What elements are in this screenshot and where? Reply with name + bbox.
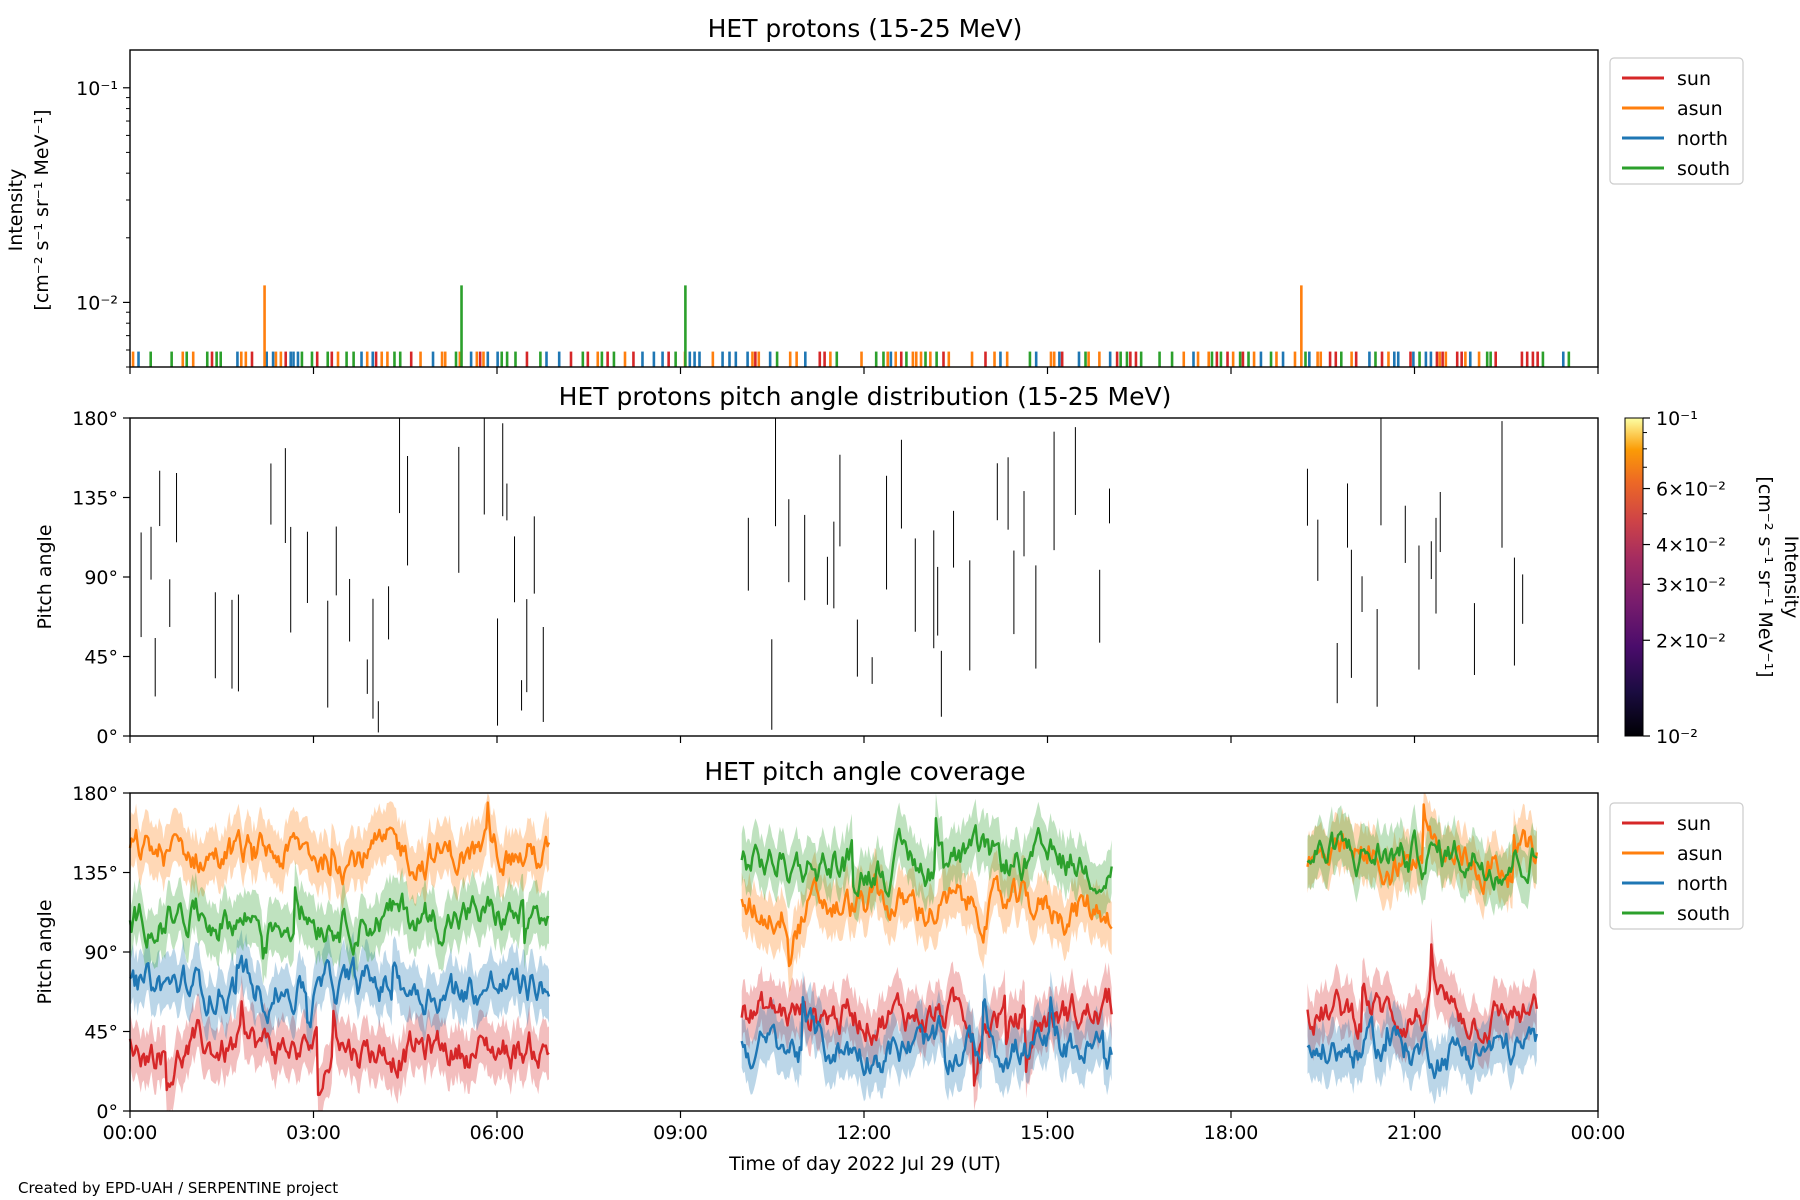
- coverage-line-south: [128, 886, 550, 960]
- distribution-y-tick-label: 0°: [96, 726, 118, 748]
- x-axis-label: Time of day 2022 Jul 29 (UT): [728, 1153, 1001, 1175]
- coverage-legend-box: [1609, 802, 1744, 930]
- distribution-y-tick-label: 45°: [84, 647, 118, 669]
- intensity-plot-frame: [129, 49, 1599, 368]
- coverage-band-north: [130, 929, 549, 1054]
- intensity-legend-label-sun: sun: [1677, 68, 1711, 90]
- intensity-data-layer: [131, 285, 1571, 367]
- distribution-y-tick-label: 180°: [72, 408, 118, 430]
- coverage-y-tick-label: 0°: [96, 1101, 118, 1123]
- intensity-legend-label-north: north: [1677, 128, 1728, 150]
- intensity-y-label: Intensity [cm⁻² s⁻¹ sr⁻¹ MeV⁻¹]: [5, 109, 53, 310]
- coverage-data-layer: [128, 793, 1538, 1111]
- x-tick-label: 06:00: [470, 1122, 525, 1144]
- coverage-line-north: [740, 996, 1113, 1077]
- coverage-y-tick-label: 45°: [84, 1022, 118, 1044]
- colorbar-label: Intensity [cm⁻² s⁻¹ sr⁻¹ MeV⁻¹]: [1754, 476, 1800, 677]
- coverage-line-asun: [128, 801, 551, 886]
- colorbar-tick-label: 10⁻²: [1656, 726, 1698, 748]
- coverage-line-north: [129, 954, 551, 1029]
- coverage-y-tick-label: 135°: [72, 863, 118, 885]
- coverage-line-asun: [740, 873, 1113, 968]
- distribution-panel-title: HET protons pitch angle distribution (15…: [559, 382, 1172, 411]
- coverage-legend: sun asun north south: [1609, 802, 1744, 930]
- coverage-y-label: Pitch angle: [34, 899, 56, 1004]
- coverage-line-south: [1306, 829, 1538, 891]
- coverage-band-south: [130, 860, 549, 985]
- intensity-y-label-line1: Intensity: [5, 169, 27, 252]
- coverage-legend-label-south: south: [1677, 903, 1730, 925]
- coverage-line-north: [1306, 1015, 1538, 1080]
- x-tick-label: 03:00: [286, 1122, 341, 1144]
- x-tick-label: 00:00: [1571, 1122, 1626, 1144]
- coverage-lines: [128, 801, 1538, 1097]
- intensity-y-ticks: 10⁻¹ 10⁻²: [76, 78, 130, 368]
- distribution-plot-frame: [129, 417, 1599, 737]
- x-axis-ticks: 00:00 03:00 06:00 09:00 12:00 15:00 18:00 21:00…: [103, 367, 1626, 1144]
- coverage-band-asun: [741, 847, 1112, 993]
- coverage-band-sun: [130, 974, 549, 1111]
- distribution-y-tick-label: 135°: [72, 488, 118, 510]
- x-tick-label: 00:00: [103, 1122, 158, 1144]
- intensity-legend-box: [1609, 57, 1744, 185]
- distribution-y-label: Pitch angle: [34, 524, 56, 629]
- colorbar: [1624, 417, 1644, 737]
- coverage-legend-label-sun: sun: [1677, 813, 1711, 835]
- colorbar-tick-label: 3×10⁻²: [1656, 574, 1726, 596]
- coverage-y-tick-label: 180°: [72, 783, 118, 805]
- distribution-y-tick-label: 90°: [84, 567, 118, 589]
- pitch-angle-coverage-panel: HET pitch angle coverage 0° 45° 90° 135° 180…: [34, 757, 1744, 1123]
- intensity-legend: sun asun north south: [1609, 57, 1744, 185]
- colorbar-tick-label: 6×10⁻²: [1656, 479, 1726, 501]
- colorbar-ticks: 10⁻² 2×10⁻² 3×10⁻² 4×10⁻² 6×10⁻² 10⁻¹: [1643, 408, 1726, 748]
- coverage-y-tick-label: 90°: [84, 942, 118, 964]
- coverage-legend-label-north: north: [1677, 873, 1728, 895]
- coverage-y-ticks: 0° 45° 90° 135° 180°: [72, 783, 130, 1123]
- intensity-legend-label-south: south: [1677, 158, 1730, 180]
- coverage-line-south: [740, 817, 1113, 898]
- credit-text: Created by EPD-UAH / SERPENTINE project: [18, 1179, 338, 1197]
- colorbar-tick-label: 4×10⁻²: [1656, 535, 1726, 557]
- coverage-legend-label-asun: asun: [1677, 843, 1723, 865]
- pitch-angle-distribution-panel: HET protons pitch angle distribution (15…: [34, 382, 1800, 748]
- intensity-y-tick-label: 10⁻²: [76, 292, 118, 314]
- coverage-line-sun: [128, 1000, 550, 1097]
- intensity-panel: HET protons (15-25 MeV) 10⁻¹ 10⁻² Intensi…: [5, 14, 1744, 368]
- colorbar-tick-label: 10⁻¹: [1656, 408, 1698, 430]
- coverage-panel-title: HET pitch angle coverage: [704, 757, 1025, 786]
- coverage-band-north: [1307, 990, 1537, 1105]
- colorbar-label-line2: [cm⁻² s⁻¹ sr⁻¹ MeV⁻¹]: [1754, 476, 1776, 677]
- intensity-legend-label-asun: asun: [1677, 98, 1723, 120]
- x-tick-label: 09:00: [653, 1122, 708, 1144]
- colorbar-label-line1: Intensity: [1780, 536, 1800, 619]
- distribution-data-layer: [140, 418, 1524, 733]
- colorbar-tick-label: 2×10⁻²: [1656, 630, 1726, 652]
- intensity-panel-title: HET protons (15-25 MeV): [708, 14, 1023, 43]
- coverage-band-asun: [130, 793, 549, 911]
- intensity-y-label-line2: [cm⁻² s⁻¹ sr⁻¹ MeV⁻¹]: [31, 109, 53, 310]
- x-tick-label: 12:00: [837, 1122, 892, 1144]
- x-tick-label: 18:00: [1204, 1122, 1259, 1144]
- coverage-line-sun: [1306, 943, 1538, 1045]
- distribution-y-ticks: 0° 45° 90° 135° 180°: [72, 408, 130, 748]
- x-tick-label: 15:00: [1020, 1122, 1075, 1144]
- x-tick-label: 21:00: [1387, 1122, 1442, 1144]
- coverage-band-sun: [1307, 917, 1537, 1070]
- intensity-y-tick-label: 10⁻¹: [76, 78, 118, 100]
